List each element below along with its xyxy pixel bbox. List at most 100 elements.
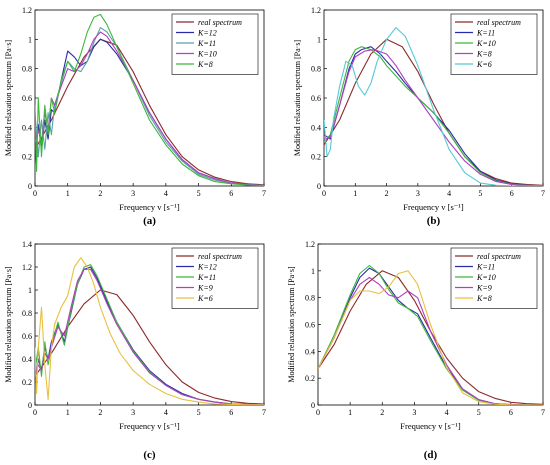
y-tick-label: 0.4: [305, 347, 315, 356]
x-tick-label: 3: [412, 408, 416, 417]
y-tick-label: 1.2: [22, 6, 32, 15]
y-tick-label: 0: [311, 401, 315, 410]
y-tick-label: 1.4: [22, 240, 32, 249]
x-tick-label: 2: [385, 189, 389, 198]
y-tick-label: 0.6: [22, 94, 32, 103]
series-line-k-8: [35, 13, 264, 186]
series-line-real-spectrum: [35, 289, 264, 405]
x-tick-label: 0: [316, 408, 320, 417]
legend: real spectrum K=12K=11 K=9K=6: [171, 247, 259, 309]
x-tick-label: 6: [510, 189, 514, 198]
y-tick-label: 1: [28, 286, 32, 295]
x-axis-label: Frequency v [s⁻¹]: [400, 421, 461, 431]
y-tick-label: 0.6: [305, 321, 315, 330]
panel-caption: (b): [427, 215, 441, 227]
y-axis-label: Modified relaxation spectrum [Pa·s]: [287, 266, 296, 383]
legend: real spectrum K=12K=11 K=10K=8: [171, 13, 259, 75]
x-tick-label: 1: [66, 189, 70, 198]
y-tick-label: 1: [28, 35, 32, 44]
y-tick-label: 0.8: [305, 294, 315, 303]
x-tick-label: 5: [478, 189, 482, 198]
panel-caption: (a): [143, 215, 156, 227]
legend-entry: K=8: [476, 294, 492, 303]
legend-entry: real spectrum: [198, 252, 242, 261]
x-tick-label: 4: [164, 408, 168, 417]
x-tick-label: 4: [447, 189, 451, 198]
legend-entry: K=10: [476, 39, 496, 48]
legend-entry: K=6: [197, 294, 213, 303]
series-line-k-8: [318, 270, 543, 405]
x-tick-label: 3: [131, 408, 135, 417]
chart-panel-a: 0 1 2 3 4 5 6 7 0 0.2 0.4 0.6 0.8 1 1.2 Frequency v [s⁻…: [4, 6, 266, 227]
y-tick-label: 1: [311, 267, 315, 276]
x-tick-label: 5: [197, 408, 201, 417]
x-tick-label: 4: [445, 408, 449, 417]
y-tick-label: 0.4: [22, 123, 32, 132]
y-tick-label: 0: [28, 401, 32, 410]
y-tick-label: 0.2: [305, 374, 315, 383]
x-tick-label: 0: [33, 408, 37, 417]
legend-entry: K=9: [197, 284, 213, 293]
y-tick-label: 0.2: [311, 153, 321, 162]
legend-entry: real spectrum: [477, 18, 521, 27]
x-tick-label: 2: [98, 189, 102, 198]
x-tick-label: 3: [416, 189, 420, 198]
legend-entry: K=8: [197, 60, 213, 69]
legend: real spectrum K=11K=10 K=8K=6: [450, 13, 538, 75]
series-line-k-6: [324, 27, 543, 186]
legend-box: [171, 13, 259, 75]
y-tick-label: 0: [28, 182, 32, 191]
y-tick-label: 0.8: [22, 309, 32, 318]
legend-entry: real spectrum: [198, 18, 242, 27]
legend: real spectrum K=11K=10 K=9K=8: [450, 247, 538, 309]
y-axis-label: Modified relaxation spectrum [Pa·s]: [293, 40, 302, 157]
x-axis-label: Frequency v [s⁻¹]: [119, 202, 180, 212]
x-tick-label: 0: [322, 189, 326, 198]
x-tick-label: 1: [348, 408, 352, 417]
y-tick-label: 0.2: [22, 378, 32, 387]
plot-area: [34, 243, 265, 406]
series-line-k-11: [35, 27, 264, 186]
legend-entry: K=8: [476, 50, 492, 59]
x-tick-label: 3: [131, 189, 135, 198]
y-axis-label: Modified relaxation spectrum [Pa·s]: [4, 40, 13, 157]
series-line-real-spectrum: [324, 38, 543, 186]
x-tick-label: 0: [33, 189, 37, 198]
y-tick-label: 0: [317, 182, 321, 191]
y-tick-label: 0.2: [22, 153, 32, 162]
x-axis-label: Frequency v [s⁻¹]: [403, 202, 464, 212]
panel-caption: (d): [424, 449, 438, 461]
series-line-k-11: [324, 46, 543, 186]
chart-panel-c: 0 1 2 3 4 5 6 7 0 0.2 0.4 0.6 0.8 1 1.2 1.4 Frequency v …: [4, 240, 266, 461]
x-tick-label: 5: [477, 408, 481, 417]
series-line-k-10: [324, 46, 543, 186]
chart-panel-d: 0 1 2 3 4 5 6 7 0 0.2 0.4 0.6 0.8 1 1.2 Frequency v [s⁻…: [287, 240, 545, 461]
legend-entry: real spectrum: [477, 252, 521, 261]
y-tick-label: 0.4: [22, 355, 32, 364]
x-tick-label: 5: [197, 189, 201, 198]
x-tick-label: 7: [541, 408, 545, 417]
panel-caption: (c): [143, 449, 156, 461]
x-axis-label: Frequency v [s⁻¹]: [119, 421, 180, 431]
legend-entry: K=9: [476, 284, 492, 293]
x-tick-label: 6: [509, 408, 513, 417]
x-tick-label: 7: [262, 189, 266, 198]
series-line-real-spectrum: [35, 38, 264, 186]
series-line-k-6: [35, 257, 264, 405]
x-tick-label: 2: [380, 408, 384, 417]
legend-entry: K=12: [197, 29, 217, 38]
x-tick-label: 4: [164, 189, 168, 198]
series-line-k-8: [324, 49, 543, 186]
legend-entry: K=11: [197, 273, 216, 282]
legend-entry: K=11: [197, 39, 216, 48]
y-tick-label: 1.2: [311, 6, 321, 15]
legend-entry: K=10: [476, 273, 496, 282]
x-tick-label: 2: [98, 408, 102, 417]
y-tick-label: 1: [317, 35, 321, 44]
y-tick-label: 1.2: [305, 240, 315, 249]
legend-entry: K=12: [197, 263, 217, 272]
legend-entry: K=10: [197, 50, 217, 59]
x-tick-label: 6: [229, 189, 233, 198]
legend-entry: K=6: [476, 60, 492, 69]
